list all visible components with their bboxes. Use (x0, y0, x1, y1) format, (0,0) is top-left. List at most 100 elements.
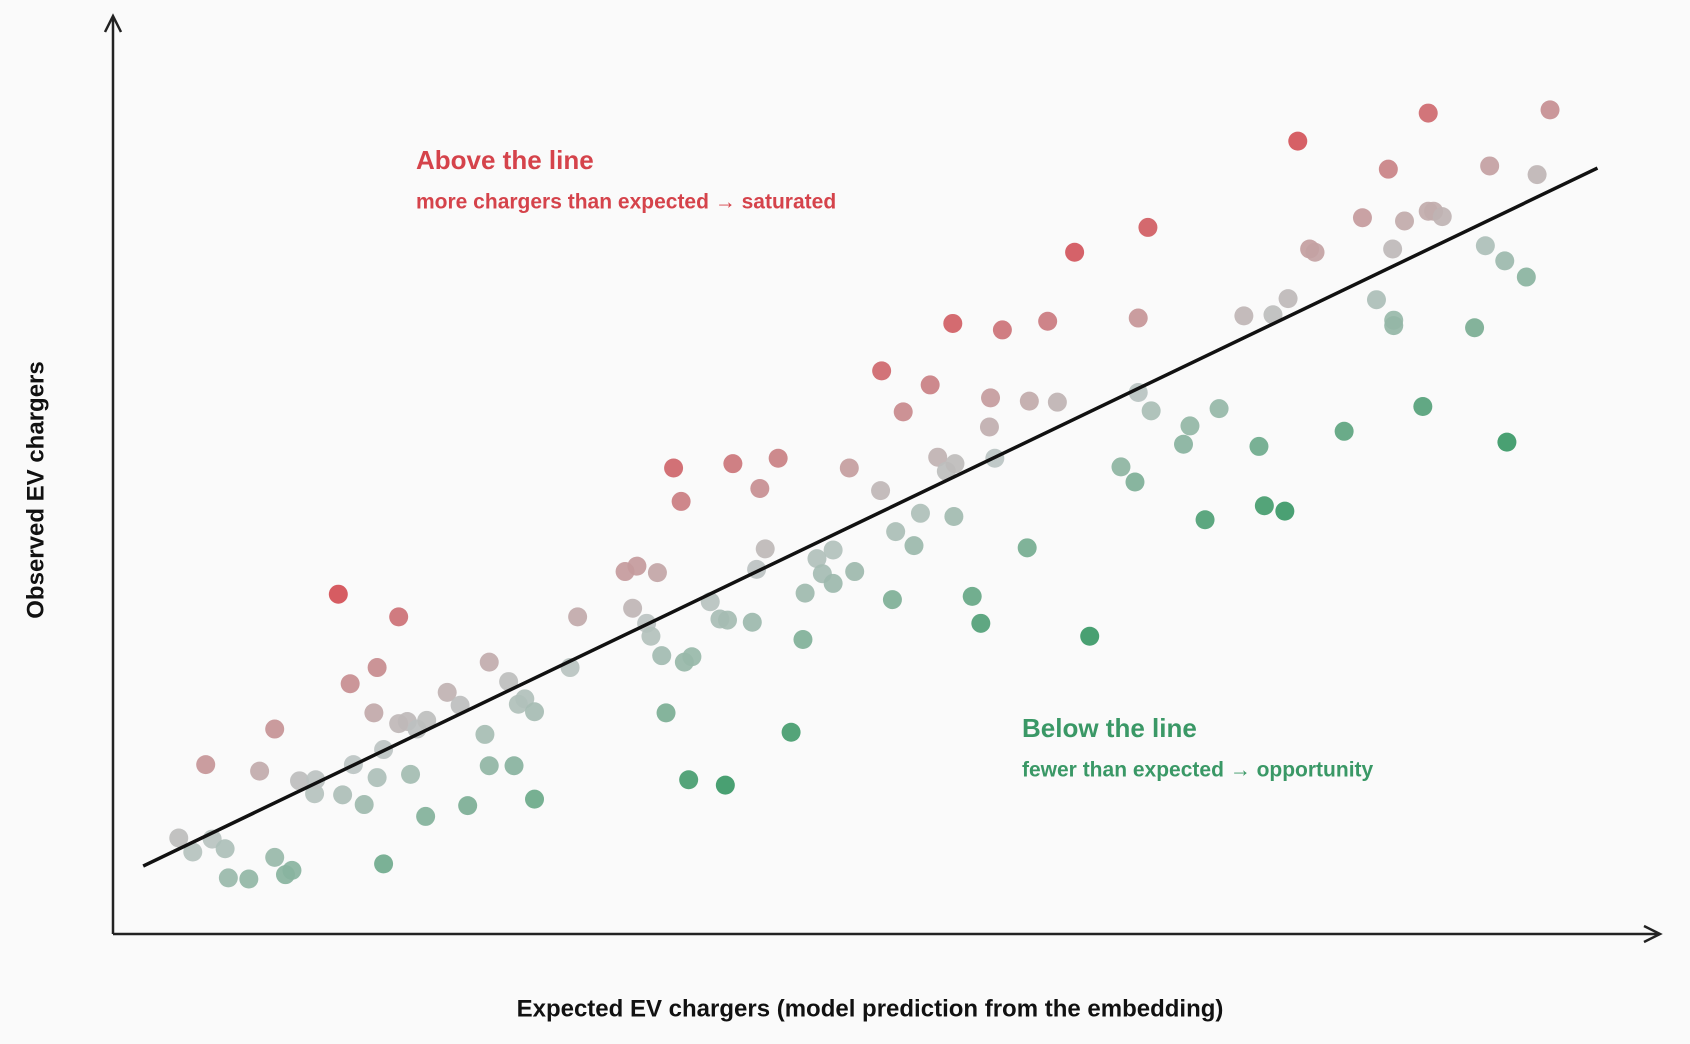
point (823, 540, 843, 560)
point (1038, 311, 1058, 331)
point (1017, 538, 1037, 558)
point (671, 491, 691, 511)
point (839, 458, 859, 478)
point (920, 375, 940, 395)
point (305, 784, 325, 804)
point (340, 674, 360, 694)
point (1080, 626, 1100, 646)
point (823, 573, 843, 593)
point (807, 549, 827, 569)
point (723, 454, 743, 474)
point (886, 522, 906, 542)
point (515, 689, 535, 709)
point (793, 630, 813, 650)
annotation-text: fewer than expected → opportunity (1022, 759, 1374, 782)
x-axis-label: Expected EV chargers (model prediction f… (517, 995, 1224, 1022)
point (979, 417, 999, 437)
point (717, 610, 737, 630)
annotation-title: Above the line (416, 145, 594, 175)
annotation-title: Below the line (1022, 713, 1197, 743)
point (1275, 501, 1295, 521)
point (795, 583, 815, 603)
point (1334, 421, 1354, 441)
point (1480, 156, 1500, 176)
point (750, 478, 770, 498)
point (928, 447, 948, 467)
point (290, 771, 310, 791)
point (479, 652, 499, 672)
point (781, 722, 801, 742)
point (265, 719, 285, 739)
point (504, 756, 524, 776)
point (328, 584, 348, 604)
point (664, 458, 684, 478)
point (971, 613, 991, 633)
point (218, 868, 238, 888)
point (1540, 100, 1560, 120)
point (364, 703, 384, 723)
point (910, 503, 930, 523)
point (1195, 510, 1215, 530)
point (871, 481, 891, 501)
point (1418, 103, 1438, 123)
point (845, 562, 865, 582)
point (893, 402, 913, 422)
point (652, 646, 672, 666)
point (525, 789, 545, 809)
point (1209, 399, 1229, 419)
point (1383, 239, 1403, 259)
point (992, 320, 1012, 340)
point (1174, 434, 1194, 454)
point (1516, 267, 1536, 287)
point (354, 795, 374, 815)
point (647, 563, 667, 583)
axes (103, 13, 1663, 944)
point (768, 448, 788, 468)
point (1234, 306, 1254, 326)
point (1125, 472, 1145, 492)
point (1047, 392, 1067, 412)
point (872, 361, 892, 381)
point (715, 775, 735, 795)
y-axis-label: Observed EV chargers (22, 361, 49, 618)
x-axis-arrow (1643, 924, 1663, 944)
point (437, 682, 457, 702)
point (169, 828, 189, 848)
point (367, 768, 387, 788)
fit-line (142, 166, 1599, 868)
point (499, 672, 519, 692)
point (904, 536, 924, 556)
point (623, 598, 643, 618)
point (945, 454, 965, 474)
point (1497, 432, 1517, 452)
point (1065, 242, 1085, 262)
point (1495, 251, 1515, 271)
point (282, 860, 302, 880)
point (215, 839, 235, 859)
point (367, 658, 387, 678)
point (475, 724, 495, 744)
point (656, 703, 676, 723)
point (250, 761, 270, 781)
point (944, 507, 964, 527)
point (1465, 318, 1485, 338)
point (196, 755, 216, 775)
point (1305, 242, 1325, 262)
point (401, 764, 421, 784)
point (1288, 131, 1308, 151)
point (1111, 457, 1131, 477)
point (333, 785, 353, 805)
point (417, 710, 437, 730)
point (1180, 416, 1200, 436)
point (641, 626, 661, 646)
point (742, 612, 762, 632)
point (1128, 308, 1148, 328)
point (962, 586, 982, 606)
point (1384, 316, 1404, 336)
point (627, 556, 647, 576)
point (525, 702, 545, 722)
point (981, 388, 1001, 408)
point (1432, 207, 1452, 227)
point (1138, 217, 1158, 237)
